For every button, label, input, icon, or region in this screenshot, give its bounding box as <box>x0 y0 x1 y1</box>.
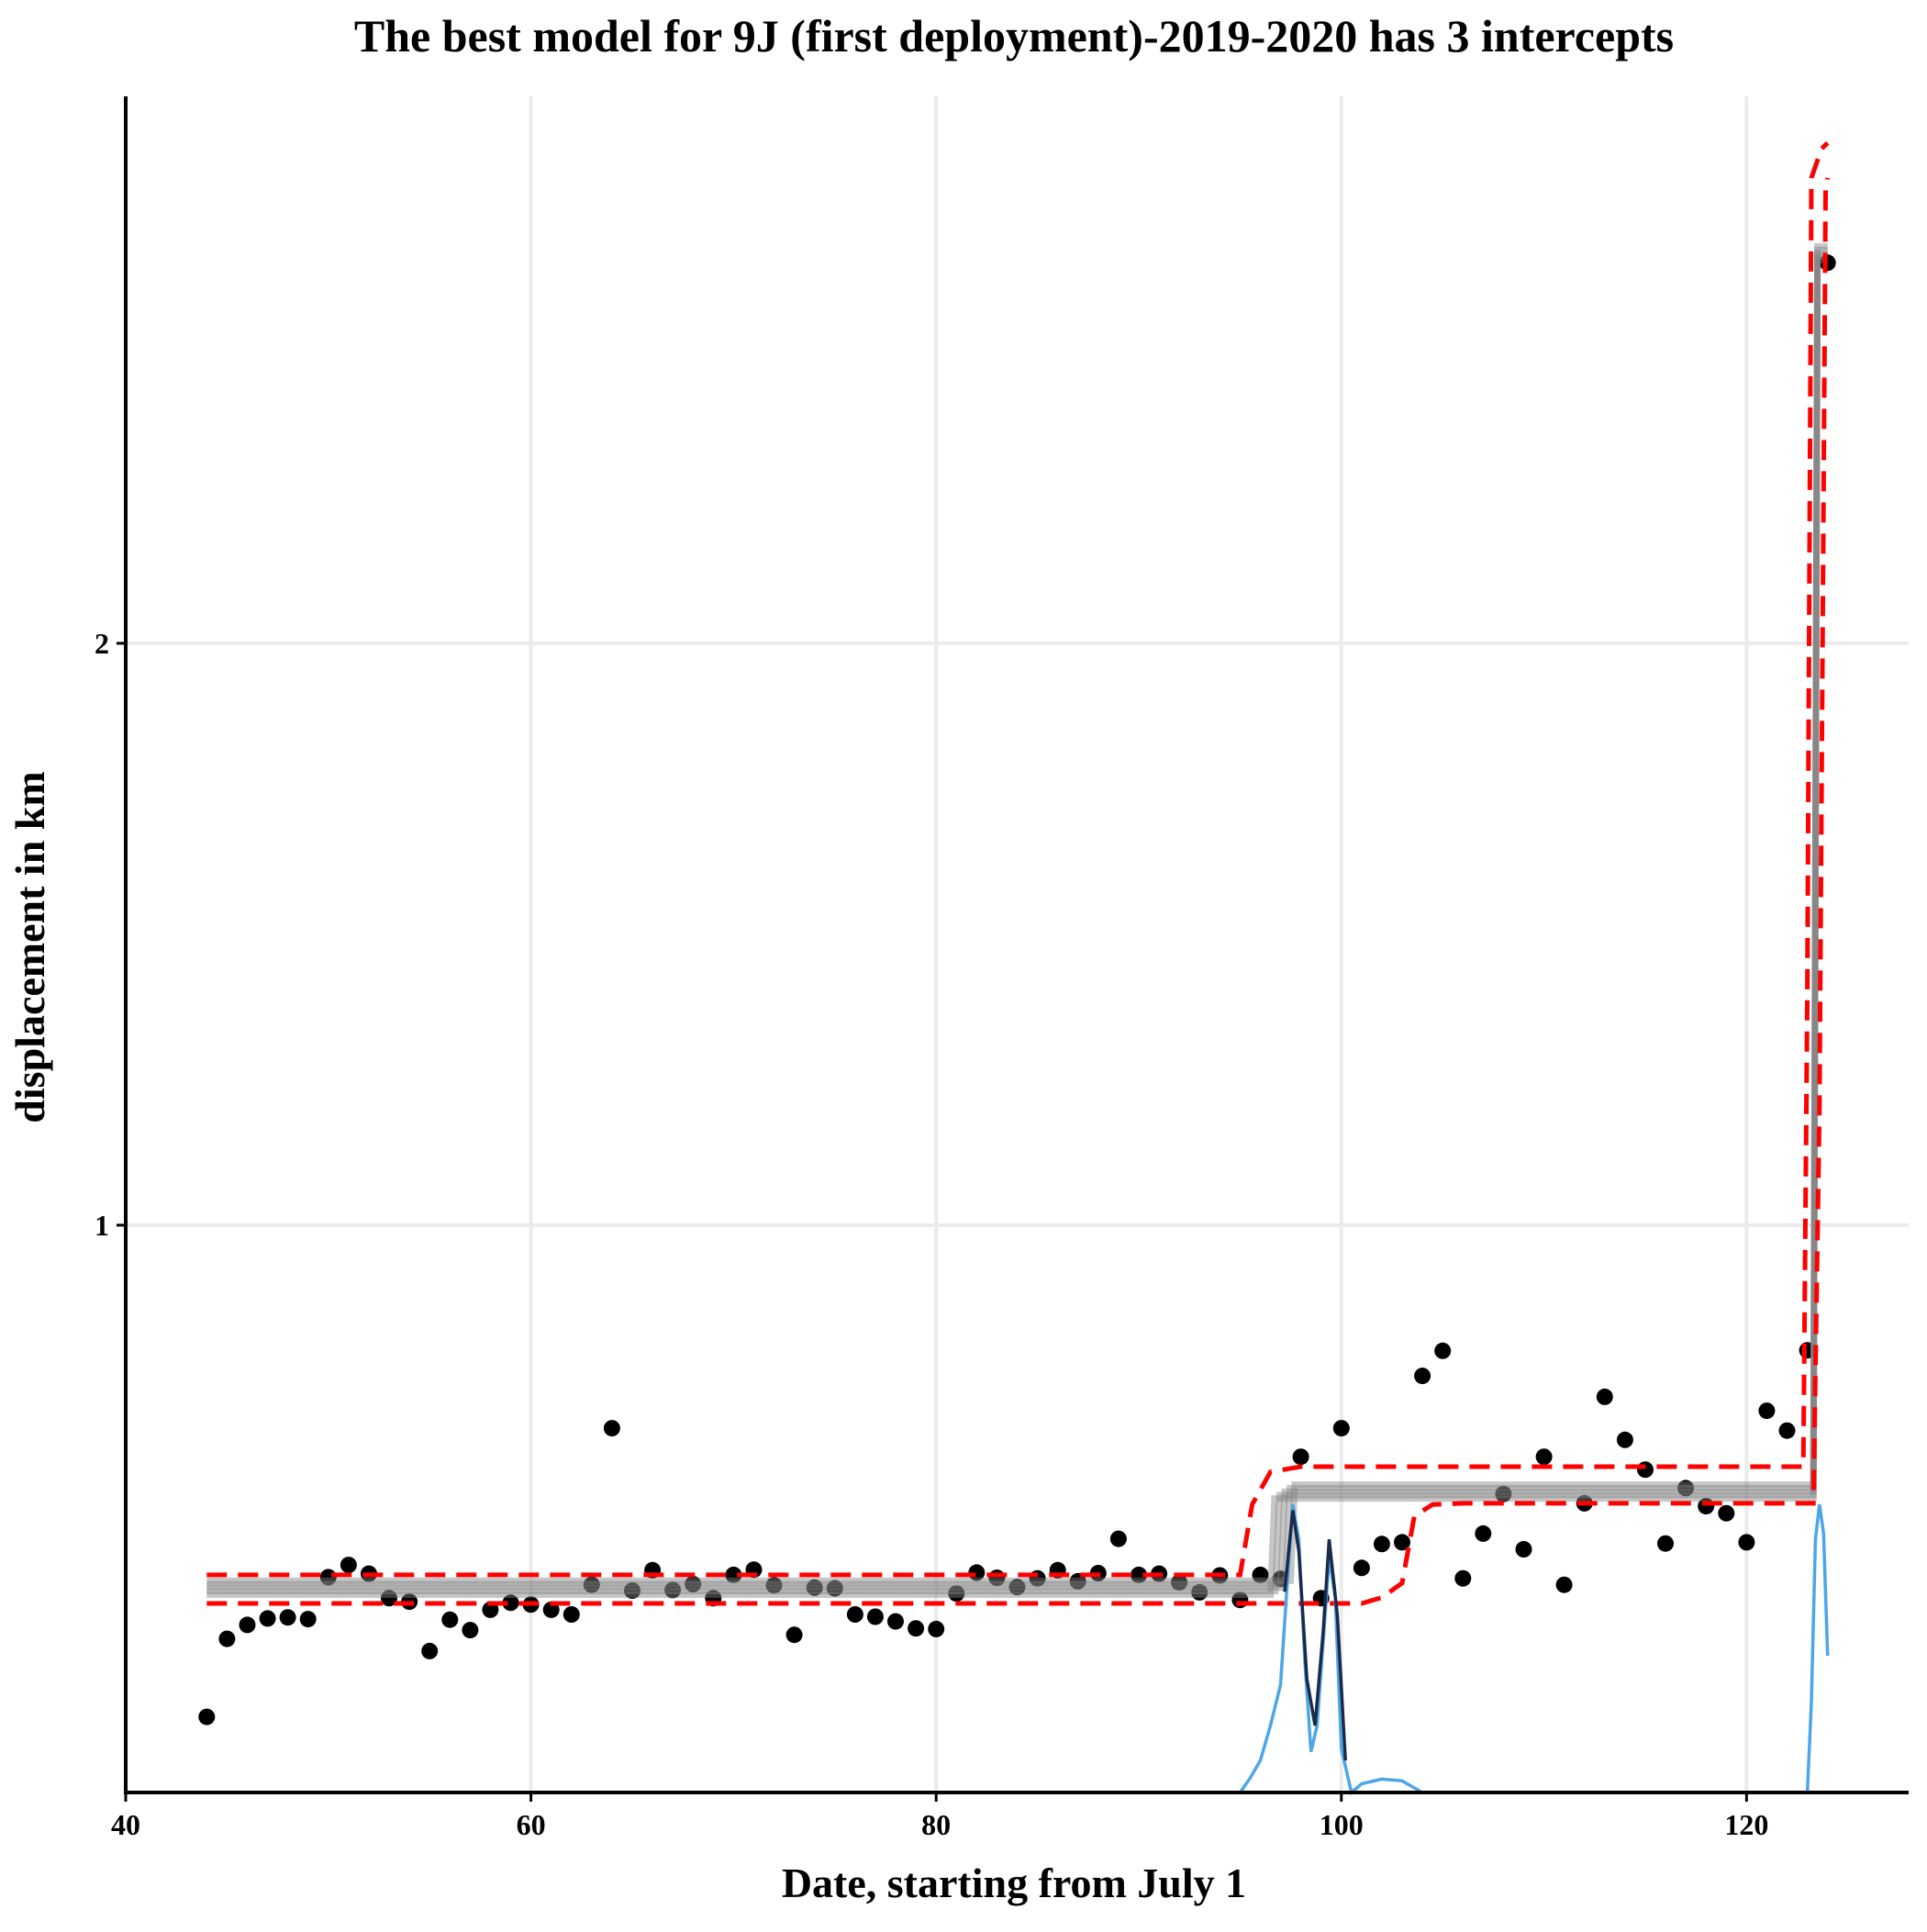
x-axis-title: Date, starting from July 1 <box>782 1859 1246 1906</box>
changepoint-density-curve <box>1805 1503 1830 1793</box>
data-point <box>1191 1583 1209 1601</box>
data-point <box>462 1622 479 1639</box>
data-point <box>1332 1420 1350 1437</box>
data-point <box>583 1576 600 1593</box>
data-point <box>563 1606 580 1623</box>
data-point <box>1758 1402 1776 1420</box>
data-point <box>685 1576 702 1592</box>
data-point <box>866 1608 884 1625</box>
data-point <box>1454 1569 1472 1587</box>
data-point <box>785 1626 803 1644</box>
data-point <box>1738 1534 1755 1551</box>
marks-layer <box>198 140 1836 1796</box>
data-point <box>1535 1448 1553 1466</box>
data-point <box>421 1642 439 1659</box>
model-fit-line <box>206 250 1828 1591</box>
data-point <box>279 1609 296 1626</box>
data-point <box>846 1606 863 1623</box>
x-tick-label: 80 <box>921 1808 951 1841</box>
data-point <box>1109 1530 1127 1547</box>
data-point <box>1394 1534 1410 1551</box>
data-point <box>1657 1535 1674 1552</box>
model-fit-line <box>206 257 1828 1598</box>
data-point <box>239 1616 256 1634</box>
data-point <box>928 1620 945 1637</box>
model-fit-line <box>206 253 1828 1595</box>
data-point <box>1353 1559 1370 1577</box>
data-point <box>1131 1566 1147 1583</box>
data-point <box>502 1594 519 1612</box>
axes-layer: 40 60 80 100 120 1 2 <box>95 96 1909 1841</box>
data-point <box>1616 1431 1633 1448</box>
data-point <box>1718 1504 1735 1522</box>
data-point <box>887 1613 904 1630</box>
data-point <box>664 1581 682 1599</box>
data-point <box>1252 1566 1269 1583</box>
data-point <box>198 1708 216 1725</box>
data-point <box>1171 1574 1188 1591</box>
data-point <box>603 1420 620 1437</box>
data-point <box>1637 1461 1654 1479</box>
data-point <box>1778 1422 1796 1439</box>
data-point <box>381 1590 397 1607</box>
data-point <box>1008 1579 1026 1596</box>
data-point <box>1292 1448 1309 1466</box>
grid-layer <box>124 96 1909 1792</box>
y-tick-label: 1 <box>95 1209 109 1242</box>
data-point <box>1515 1541 1532 1558</box>
model-fit-line <box>206 243 1828 1584</box>
data-point <box>908 1620 925 1637</box>
y-tick-label: 2 <box>95 627 109 660</box>
credible-interval-line <box>206 140 1830 1578</box>
data-point <box>765 1577 783 1594</box>
data-point <box>1495 1485 1512 1502</box>
data-point <box>725 1566 742 1583</box>
data-point <box>1434 1342 1452 1359</box>
data-point <box>1475 1524 1492 1542</box>
data-point <box>1373 1536 1390 1553</box>
data-point <box>259 1610 276 1627</box>
x-tick-label: 40 <box>111 1808 140 1841</box>
model-fit-line <box>206 246 1828 1588</box>
data-point <box>1414 1368 1431 1385</box>
x-tick-label: 60 <box>517 1808 546 1841</box>
data-point <box>1555 1576 1573 1593</box>
changepoint-density-curve <box>1283 1510 1347 1761</box>
data-point <box>1596 1388 1613 1405</box>
x-tick-label: 120 <box>1724 1808 1768 1841</box>
data-point <box>806 1579 823 1596</box>
data-point <box>1677 1480 1695 1497</box>
data-point <box>218 1630 236 1647</box>
changepoint-density-curve <box>1238 1503 1423 1796</box>
y-axis-title: displacement in km <box>6 771 53 1122</box>
data-point <box>299 1611 317 1628</box>
credible-interval-line <box>206 177 1831 1606</box>
x-tick-label: 100 <box>1320 1808 1364 1841</box>
data-point <box>340 1557 357 1574</box>
chart-title: The best model for 9J (first deployment)… <box>354 10 1674 61</box>
data-point <box>948 1585 965 1603</box>
data-point <box>441 1611 459 1628</box>
data-point <box>826 1580 843 1597</box>
data-point <box>624 1582 640 1599</box>
